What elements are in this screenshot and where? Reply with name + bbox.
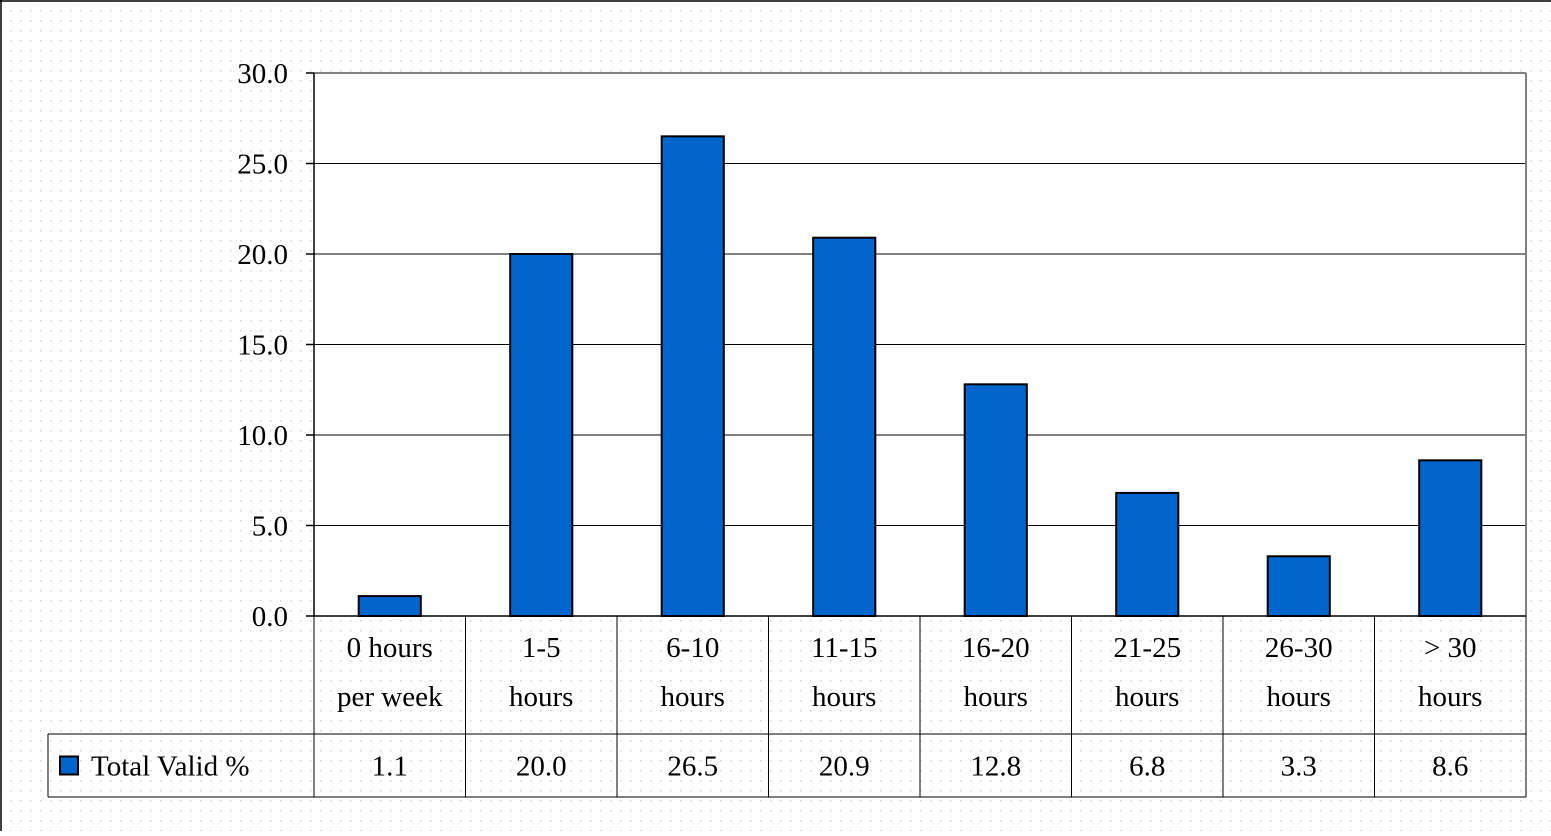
x-tick-label: 11-15 xyxy=(811,632,878,664)
y-tick-label: 10.0 xyxy=(237,420,288,452)
x-tick-label: hours xyxy=(1115,681,1179,713)
y-tick-label: 20.0 xyxy=(237,239,288,271)
x-tick-label: 1-5 xyxy=(522,632,561,664)
data-table-value: 1.1 xyxy=(372,751,408,783)
x-tick-label: hours xyxy=(812,681,876,713)
y-axis-tick-labels: 0.0 5.0 10.0 15.0 20.0 25.0 30.0 xyxy=(237,58,288,633)
x-tick-label: > 30 xyxy=(1424,632,1477,664)
data-table-value: 20.9 xyxy=(819,751,870,783)
bar xyxy=(963,383,1028,617)
x-tick-label: hours xyxy=(1267,681,1331,713)
x-tick-label: 21-25 xyxy=(1113,632,1181,664)
bars xyxy=(357,135,1483,618)
bar xyxy=(1266,555,1331,618)
data-table: 0 hours per week 1-5 hours 6-10 hours 11-15 hou… xyxy=(47,616,1527,798)
y-tick-label: 25.0 xyxy=(237,149,288,181)
bar xyxy=(660,135,725,617)
x-tick-label: hours xyxy=(964,681,1028,713)
legend-label: Total Valid % xyxy=(91,751,250,783)
x-tick-label: 26-30 xyxy=(1265,632,1333,664)
x-tick-label: hours xyxy=(509,681,573,713)
bar xyxy=(1115,491,1180,618)
y-tick-label: 30.0 xyxy=(237,58,288,90)
data-table-value: 26.5 xyxy=(667,751,718,783)
data-table-value: 6.8 xyxy=(1129,751,1165,783)
data-table-value: 12.8 xyxy=(970,751,1021,783)
x-tick-label: 0 hours xyxy=(347,632,433,664)
x-tick-label: hours xyxy=(661,681,725,713)
bar xyxy=(357,595,422,618)
y-tick-label: 5.0 xyxy=(252,511,288,543)
x-tick-label: per week xyxy=(337,681,443,713)
data-table-value: 20.0 xyxy=(516,751,567,783)
x-tick-label: 16-20 xyxy=(962,632,1030,664)
y-tick-label: 15.0 xyxy=(237,330,288,362)
data-table-value: 8.6 xyxy=(1432,751,1468,783)
legend-swatch xyxy=(59,755,79,776)
bar xyxy=(1418,459,1483,617)
x-tick-label: 6-10 xyxy=(666,632,719,664)
x-tick-label: hours xyxy=(1418,681,1482,713)
y-tick-label: 0.0 xyxy=(252,601,288,633)
bar xyxy=(812,236,877,618)
bar xyxy=(509,253,574,617)
data-table-value: 3.3 xyxy=(1281,751,1317,783)
